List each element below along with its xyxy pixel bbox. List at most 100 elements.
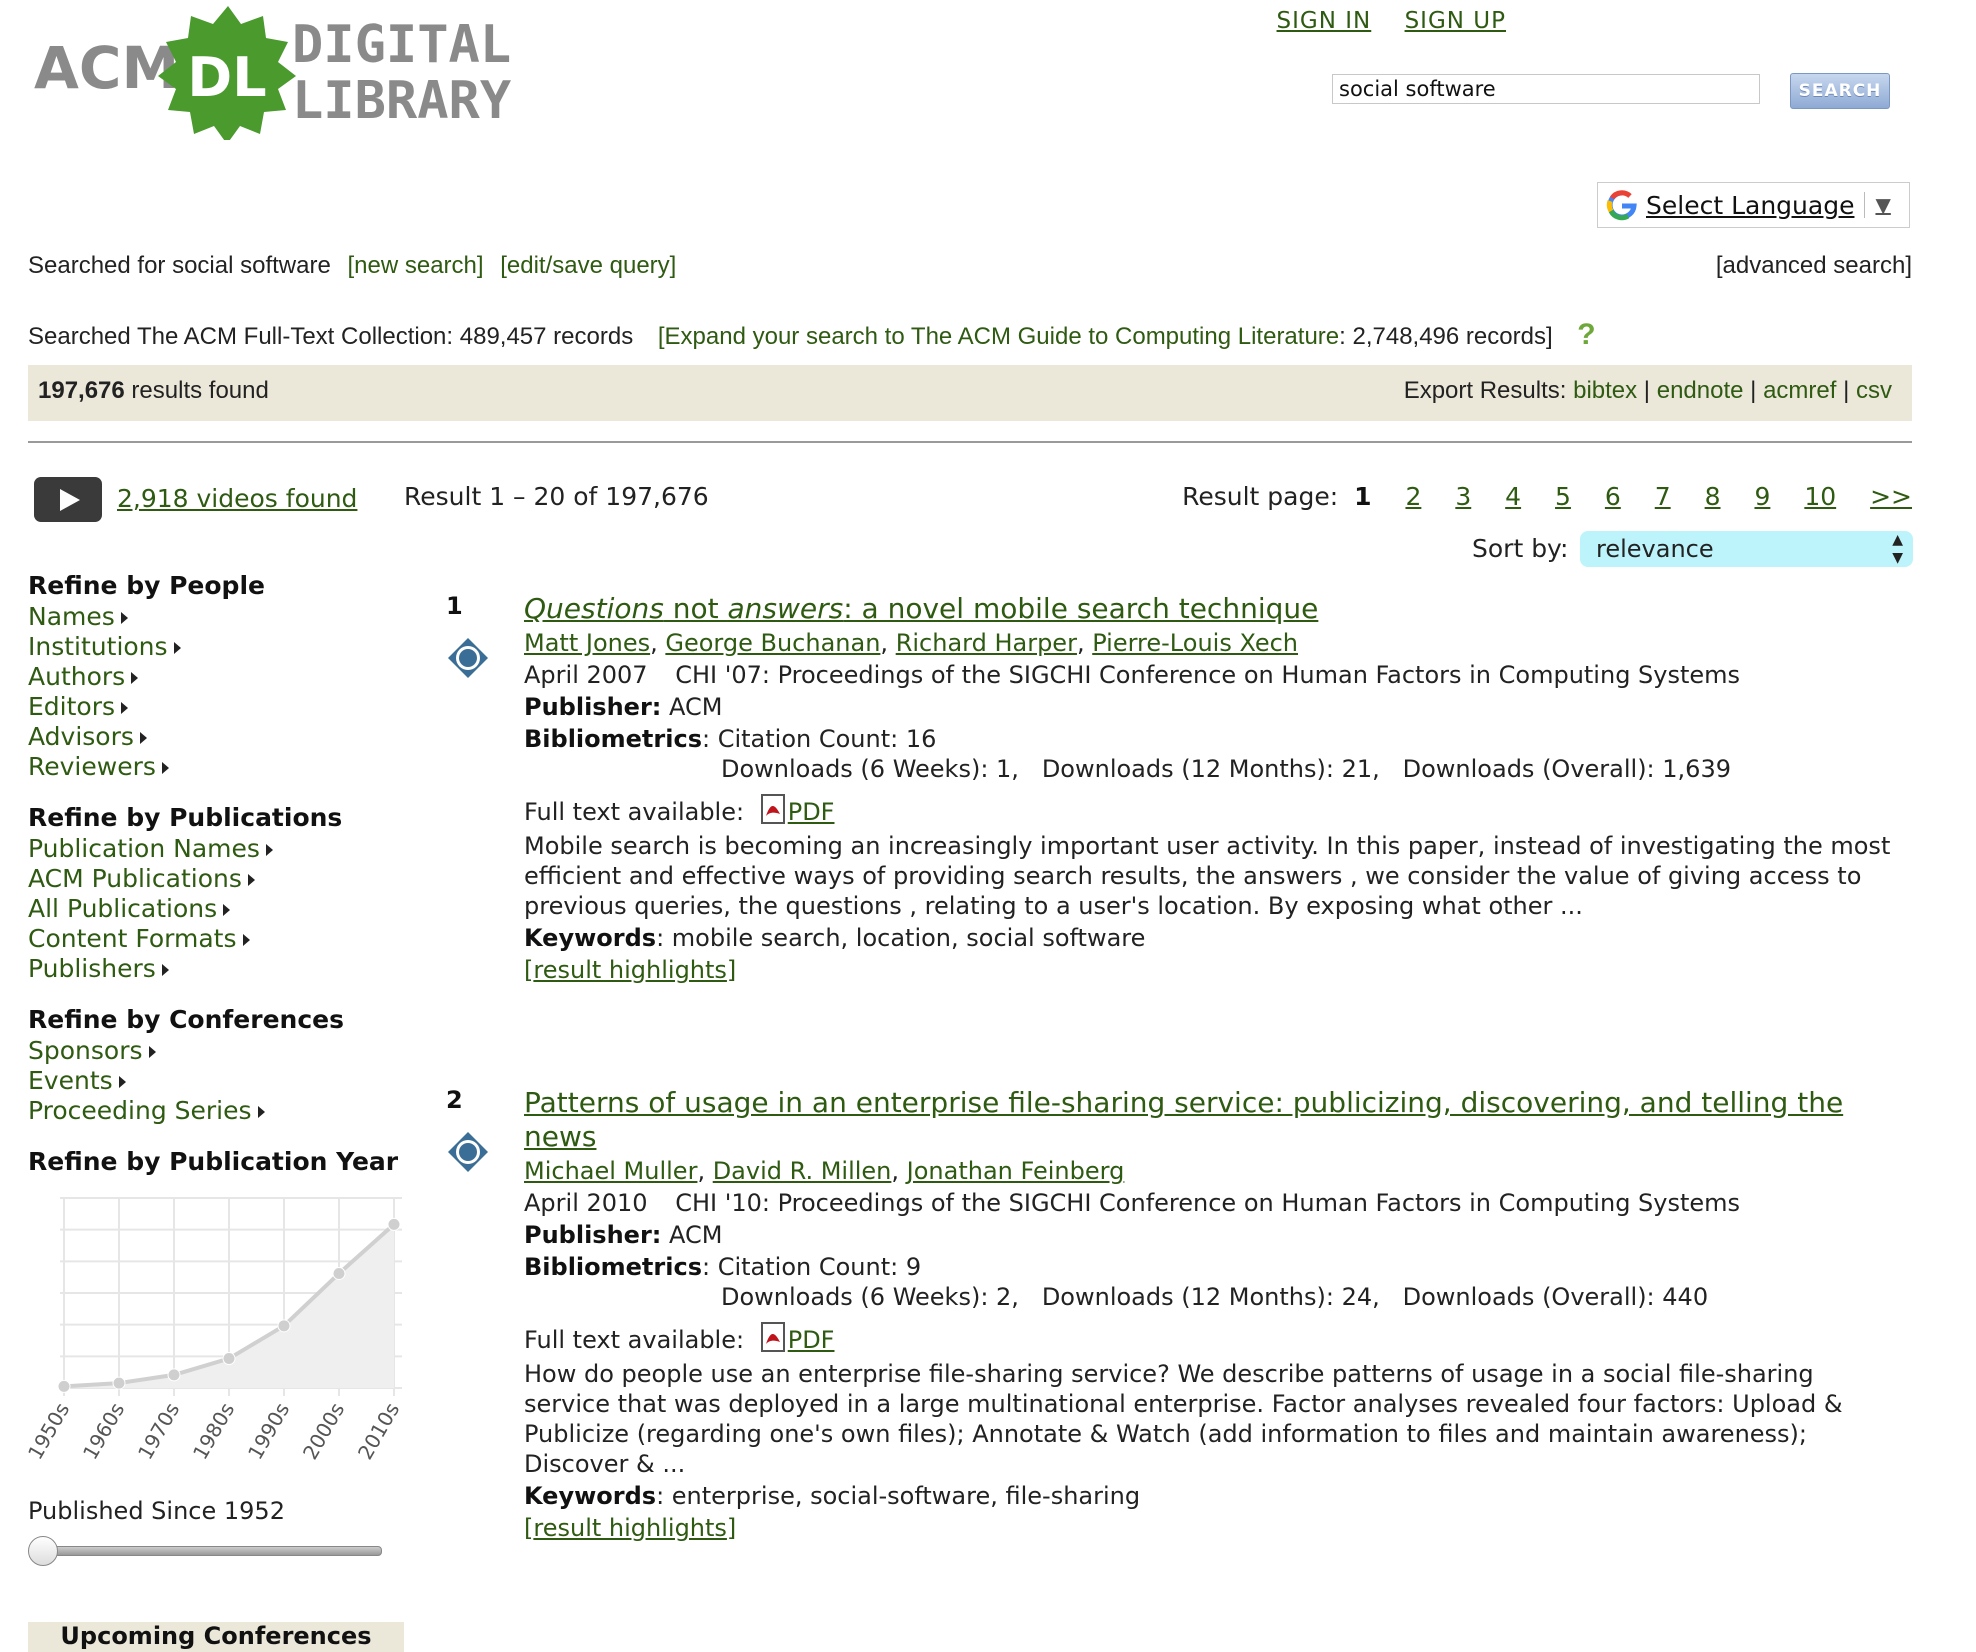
page-link-7[interactable]: 7 [1654,482,1671,511]
upcoming-conferences-heading[interactable]: Upcoming Conferences [28,1622,404,1652]
refine-events[interactable]: Events [28,1066,418,1096]
new-search-link[interactable]: [new search] [347,252,484,279]
chart-point-1950s[interactable] [57,1379,71,1393]
refine-proceeding-series[interactable]: Proceeding Series [28,1096,418,1126]
refine-sponsors[interactable]: Sponsors [28,1036,418,1066]
result-body: Questions not answers: a novel mobile se… [524,592,1904,985]
result-title-link[interactable]: Patterns of usage in an enterprise file-… [524,1086,1844,1153]
refine-all-publications[interactable]: All Publications [28,894,418,924]
chart-point-1960s[interactable] [112,1376,126,1390]
result-bibliometrics: Bibliometrics: Citation Count: 9 [524,1252,1904,1282]
edit-save-query-link[interactable]: [edit/save query] [500,252,677,279]
result-abstract: Mobile search is becoming an increasingl… [524,832,1891,920]
refine-names[interactable]: Names [28,602,418,632]
logo-starburst-icon [158,6,296,140]
keywords-label: Keywords [524,924,657,952]
chart-tick-1980s: 1980s [188,1399,239,1464]
search-input[interactable] [1332,74,1760,104]
language-label: Select Language [1646,190,1855,220]
pdf-icon[interactable] [760,794,788,824]
refine-publishers-label: Publishers [28,954,156,983]
page-link-9[interactable]: 9 [1754,482,1771,511]
export-results: Export Results: bibtex | endnote | acmre… [1403,377,1892,404]
export-acmref-link[interactable]: acmref [1763,377,1837,404]
refine-advisors[interactable]: Advisors [28,722,418,752]
refine-publication-names[interactable]: Publication Names [28,834,418,864]
export-csv-link[interactable]: csv [1856,377,1892,404]
export-bibtex-link[interactable]: bibtex [1573,377,1638,404]
year-slider-handle[interactable] [28,1536,58,1566]
language-divider [1864,192,1866,218]
sign-up-link[interactable]: SIGN UP [1404,8,1506,34]
sign-in-link[interactable]: SIGN IN [1276,8,1372,34]
search-button[interactable]: SEARCH [1790,73,1890,109]
chart-point-2000s[interactable] [332,1266,346,1280]
author-link[interactable]: Michael Muller [524,1157,698,1185]
sort-label: Sort by: [1472,534,1569,563]
refine-acm-publications-label: ACM Publications [28,864,242,893]
page-link-5[interactable]: 5 [1555,482,1571,511]
chart-x-tick-labels: 1950s 1960s 1970s 1980s 1990s 2000s 2010s [28,1399,404,1464]
page-link-next[interactable]: >> [1870,482,1912,511]
result-date: April 2010 [524,1189,648,1217]
page-link-8[interactable]: 8 [1704,482,1721,511]
refine-authors[interactable]: Authors [28,662,418,692]
result-highlights-link[interactable]: result highlights [533,956,727,984]
author-list: Matt Jones, George Buchanan, Richard Har… [524,629,1298,657]
pdf-icon[interactable] [760,1322,788,1352]
result-abstract: How do people use an enterprise file-sha… [524,1360,1843,1478]
title-segment-rest: : a novel mobile search technique [843,592,1319,625]
pdf-link[interactable]: PDF [787,1326,835,1354]
author-link[interactable]: David R. Millen [712,1157,892,1185]
author-link[interactable]: Pierre-Louis Xech [1092,629,1298,657]
page-link-4[interactable]: 4 [1505,482,1522,511]
refine-editors[interactable]: Editors [28,692,418,722]
expand-search-link[interactable]: [Expand your search to The ACM Guide to … [657,323,1340,350]
full-text-row: Full text available: PDF [524,1322,1904,1355]
refine-publication-names-label: Publication Names [28,834,260,863]
refine-acm-publications[interactable]: ACM Publications [28,864,418,894]
videos-found-link[interactable]: 2,918 videos found [117,484,358,513]
result-venue: CHI '10: Proceedings of the SIGCHI Confe… [675,1189,1741,1217]
export-endnote-link[interactable]: endnote [1656,377,1744,404]
refine-institutions[interactable]: Institutions [28,632,418,662]
author-link[interactable]: Matt Jones [524,629,651,657]
refine-content-formats[interactable]: Content Formats [28,924,418,954]
logo-digital-text: DIGITAL [292,15,511,75]
refine-events-label: Events [28,1066,113,1095]
language-selector[interactable]: Select Language ▼ [1597,182,1910,228]
page-link-3[interactable]: 3 [1455,482,1472,511]
expand-search-count: : 2,748,496 records] [1339,323,1553,350]
page-link-2[interactable]: 2 [1405,482,1422,511]
refine-publishers[interactable]: Publishers [28,954,418,984]
refine-editors-label: Editors [28,692,116,721]
collection-text: Searched The ACM Full-Text Collection: 4… [28,323,634,350]
caret-right-icon [173,642,181,654]
refine-reviewers[interactable]: Reviewers [28,752,418,782]
page-link-6[interactable]: 6 [1604,482,1621,511]
author-link[interactable]: George Buchanan [665,629,881,657]
help-icon[interactable]: ? [1577,318,1596,351]
results-count-suffix: results found [124,377,269,404]
advanced-search-link[interactable]: [advanced search] [1715,252,1912,279]
year-slider-track[interactable] [32,1546,382,1556]
video-play-icon[interactable] [34,477,102,522]
page-link-10[interactable]: 10 [1804,482,1837,511]
chart-point-2010s[interactable] [387,1217,401,1231]
chart-point-1980s[interactable] [222,1352,236,1366]
chart-point-1970s[interactable] [167,1368,181,1382]
author-link[interactable]: Richard Harper [895,629,1077,657]
result-title-link[interactable]: Questions not answers: a novel mobile se… [524,592,1904,626]
result-highlights-link[interactable]: result highlights [533,1514,727,1542]
chart-point-1990s[interactable] [277,1319,291,1333]
caret-right-icon [121,702,129,714]
citation-count: : Citation Count: 16 [701,725,937,753]
refine-content-formats-label: Content Formats [28,924,237,953]
pdf-link[interactable]: PDF [787,798,835,826]
acm-dl-logo[interactable]: ACM DL DIGITAL LIBRARY [28,0,588,140]
publication-year-chart[interactable]: 1950s 1960s 1970s 1980s 1990s 2000s 2010s [28,1188,418,1488]
result-date-venue: April 2007 CHI '07: Proceedings of the S… [524,660,1904,690]
author-link[interactable]: Jonathan Feinberg [906,1157,1125,1185]
chart-tick-2010s: 2010s [353,1399,404,1464]
sort-select[interactable]: relevance ▲ ▼ [1580,531,1913,567]
